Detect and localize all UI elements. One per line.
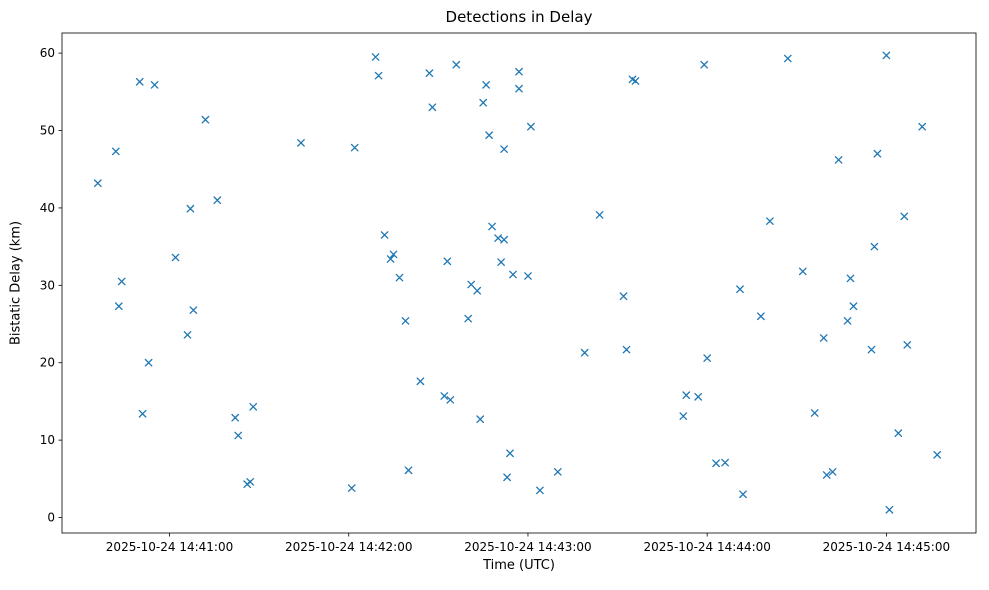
axes-box	[61, 32, 977, 534]
y-tick-label: 0	[47, 511, 55, 525]
x-tick-label: 2025-10-24 14:43:00	[464, 540, 591, 554]
x-axis-label: Time (UTC)	[483, 558, 555, 573]
scatter-points	[93, 51, 942, 514]
y-tick-label: 60	[40, 46, 55, 60]
x-tick-label: 2025-10-24 14:45:00	[823, 540, 950, 554]
y-tick-label: 40	[40, 201, 55, 215]
x-tick-label: 2025-10-24 14:41:00	[106, 540, 233, 554]
y-tick-label: 20	[40, 356, 55, 370]
x-tick-label: 2025-10-24 14:44:00	[643, 540, 770, 554]
y-axis-label: Bistatic Delay (km)	[8, 220, 24, 346]
x-tick-label: 2025-10-24 14:42:00	[285, 540, 412, 554]
y-tick-label: 30	[40, 278, 55, 292]
chart-title: Detections in Delay	[445, 8, 593, 26]
y-tick-label: 10	[40, 433, 55, 447]
y-tick-label: 50	[40, 124, 55, 138]
